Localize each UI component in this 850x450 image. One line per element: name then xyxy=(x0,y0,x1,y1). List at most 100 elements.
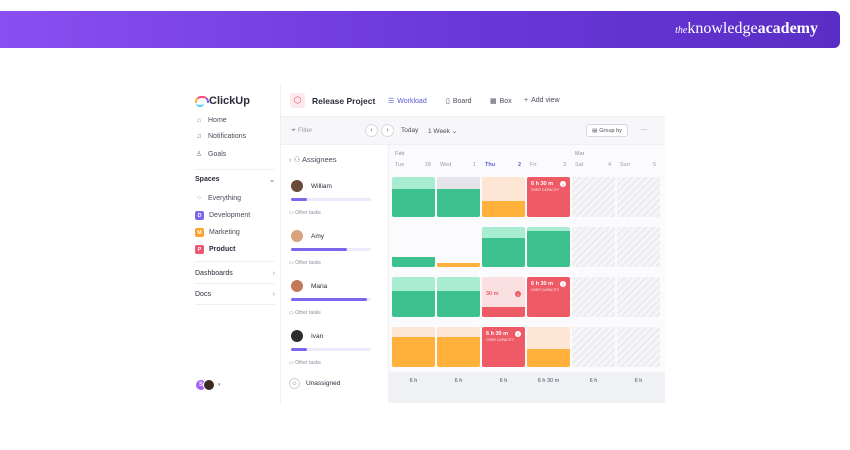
chevron-left-icon: ‹ xyxy=(289,155,292,164)
day-number: 1 xyxy=(472,162,476,168)
add-view-button[interactable]: + Add view xyxy=(524,97,560,104)
alert-icon: ! xyxy=(560,281,566,287)
workload-cell[interactable] xyxy=(527,327,570,367)
workload-segment xyxy=(437,263,480,267)
space-product[interactable]: P Product xyxy=(195,245,235,254)
divider xyxy=(195,169,275,170)
day-number-today: 2 xyxy=(517,162,521,168)
space-development[interactable]: D Development xyxy=(195,211,250,220)
day-name: Tue xyxy=(395,162,405,168)
board-icon: ▯ xyxy=(446,98,450,105)
space-marketing[interactable]: M Marketing xyxy=(195,228,240,237)
other-tasks-label[interactable]: ▭ Other tasks xyxy=(289,260,321,266)
people-icon: ⚇ xyxy=(293,155,301,164)
workload-segment xyxy=(527,231,570,267)
toolbar: ⏷ Filter ‹ › Today 1 Week ⌄ ▤ Group by ·… xyxy=(281,117,665,145)
header-banner: theknowledgeacademy xyxy=(0,11,840,48)
workload-cell-over-capacity[interactable]: 30 m ! xyxy=(482,277,525,317)
day-name-today: Thu xyxy=(485,162,496,168)
user-avatars[interactable]: S ▾ xyxy=(195,379,221,391)
workload-segment xyxy=(437,291,480,317)
nav-notifications[interactable]: ♫ Notifications xyxy=(196,133,247,140)
workload-cell[interactable] xyxy=(437,327,480,367)
capacity-segment xyxy=(482,177,525,201)
page-title: Release Project xyxy=(312,96,376,106)
chevron-left-icon: ‹ xyxy=(370,127,373,134)
workload-segment xyxy=(437,189,480,217)
nav-goals[interactable]: ♙ Goals xyxy=(195,150,227,159)
tab-board[interactable]: ▯ Board xyxy=(446,97,472,106)
workload-cell-over-capacity[interactable]: 6 h 30 m OVER CAPACITY ! xyxy=(527,277,570,317)
range-select[interactable]: 1 Week ⌄ xyxy=(428,128,458,135)
space-everything[interactable]: ⁘ Everything xyxy=(196,194,242,203)
capacity-segment xyxy=(392,177,435,189)
workload-cell[interactable] xyxy=(392,277,435,317)
clickup-logo-icon xyxy=(195,96,209,107)
day-number: 4 xyxy=(607,162,611,168)
assignee-row-william[interactable]: William ▭ Other tasks xyxy=(289,176,379,226)
avatar xyxy=(203,379,215,391)
nav-docs[interactable]: Docs › xyxy=(195,291,275,298)
assignees-header[interactable]: ‹ ⚇ Assignees xyxy=(289,155,337,164)
trophy-icon: ♙ xyxy=(195,151,203,158)
space-badge: D xyxy=(195,211,204,220)
filter-button[interactable]: ⏷ Filter xyxy=(291,127,313,134)
weekend-cell xyxy=(572,227,615,267)
sidebar: ClickUp ⌂ Home ♫ Notifications ♙ Goals S… xyxy=(185,85,281,403)
spaces-header[interactable]: Spaces ⌄ xyxy=(195,176,275,184)
prev-button[interactable]: ‹ xyxy=(365,124,378,137)
divider xyxy=(195,304,275,305)
day-total: 6 h xyxy=(589,378,598,384)
other-tasks-label[interactable]: ▭ Other tasks xyxy=(289,310,321,316)
chevron-right-icon: › xyxy=(272,270,275,277)
tasks-icon: ▭ xyxy=(289,210,294,216)
capacity-segment xyxy=(437,177,480,189)
nav-home[interactable]: ⌂ Home xyxy=(196,117,227,124)
unassigned-row[interactable]: ☺ Unassigned xyxy=(289,378,340,389)
workload-bar-fill xyxy=(291,298,367,301)
workload-cell-over-capacity[interactable]: 6 h 30 m OVER CAPACITY ! xyxy=(482,327,525,367)
capacity-segment xyxy=(437,277,480,291)
more-options-button[interactable]: ··· xyxy=(641,126,648,133)
workload-cell[interactable] xyxy=(437,177,480,217)
workload-cell[interactable] xyxy=(527,227,570,267)
weekend-cell xyxy=(617,177,660,217)
day-name: Fri xyxy=(530,162,537,168)
group-by-button[interactable]: ▤ Group by xyxy=(586,124,628,137)
day-number: 28 xyxy=(424,162,431,168)
day-number: 5 xyxy=(652,162,656,168)
workload-grid: Feb Mar Tue 28 Wed 1 Thu 2 Fri 3 Sat 4 S… xyxy=(389,145,665,403)
workload-bar-fill xyxy=(291,198,307,201)
today-button[interactable]: Today xyxy=(401,127,419,134)
assignee-row-ivan[interactable]: Ivan ▭ Other tasks xyxy=(289,326,379,376)
over-capacity-label: 6 h 30 m OVER CAPACITY xyxy=(531,281,560,292)
assignee-row-maria[interactable]: Maria ▭ Other tasks xyxy=(289,276,379,326)
workload-cell-over-capacity[interactable]: 6 h 30 m OVER CAPACITY ! xyxy=(527,177,570,217)
over-capacity-label: 30 m xyxy=(486,291,499,297)
weekend-cell xyxy=(617,277,660,317)
other-tasks-label[interactable]: ▭ Other tasks xyxy=(289,210,321,216)
project-header: ⬡ Release Project ☰ Workload ▯ Board ▦ B… xyxy=(281,85,665,117)
workload-cell[interactable] xyxy=(437,227,480,267)
workload-cell[interactable] xyxy=(482,177,525,217)
next-button[interactable]: › xyxy=(381,124,394,137)
workload-bar xyxy=(291,198,371,201)
day-total: 6 h xyxy=(454,378,463,384)
workload-cell[interactable] xyxy=(392,327,435,367)
workload-cell[interactable] xyxy=(392,227,435,267)
nav-dashboards[interactable]: Dashboards › xyxy=(195,270,275,277)
month-label: Feb xyxy=(395,151,405,157)
month-label: Mar xyxy=(575,151,585,157)
over-capacity-label: 6 h 30 m OVER CAPACITY xyxy=(531,181,560,192)
workload-cell[interactable] xyxy=(482,227,525,267)
other-tasks-label[interactable]: ▭ Other tasks xyxy=(289,360,321,366)
divider xyxy=(195,283,275,284)
clickup-logo[interactable]: ClickUp xyxy=(195,95,250,107)
workload-cell[interactable] xyxy=(392,177,435,217)
tab-box[interactable]: ▦ Box xyxy=(490,97,512,106)
workload-cell[interactable] xyxy=(437,277,480,317)
assignee-row-amy[interactable]: Amy ▭ Other tasks xyxy=(289,226,379,276)
tasks-icon: ▭ xyxy=(289,260,294,266)
tab-workload[interactable]: ☰ Workload xyxy=(388,97,427,106)
tasks-icon: ▭ xyxy=(289,360,294,366)
